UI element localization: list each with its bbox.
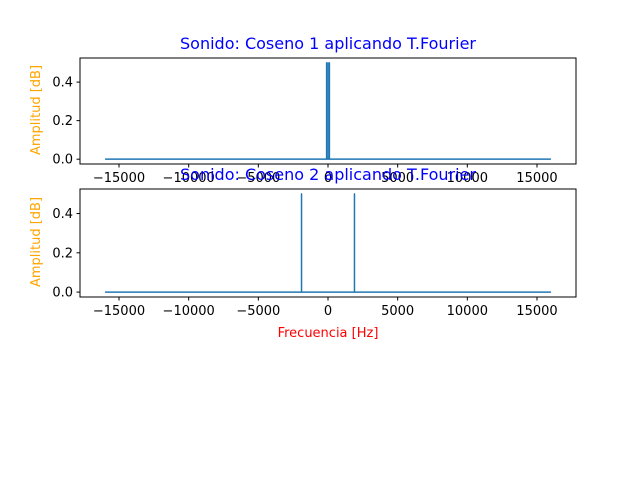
subplot-2-x-tick-label: −5000 <box>236 304 280 319</box>
subplot-1-plot-area: −15000 −10000 −5000 0 5000 10000 15000 0.0 0.2 0.… <box>52 57 577 186</box>
subplot-1-x-tick-label: −15000 <box>93 171 145 186</box>
subplot-2-x-tick-label: 15000 <box>516 304 557 319</box>
subplot-1: −15000 −10000 −5000 0 5000 10000 15000 0.0 0.2 0.… <box>29 34 577 186</box>
subplot-1-x-tick-label: −5000 <box>236 171 280 186</box>
subplot-1-y-tick-label: 0.4 <box>52 76 73 91</box>
subplot-1-x-tick-label: 0 <box>324 171 332 186</box>
subplot-2-plot-area: −15000 −10000 −5000 0 5000 10000 15000 0.0 0.2 0.… <box>52 188 577 319</box>
subplot-2-y-axis-label: Amplitud [dB] <box>29 197 44 287</box>
subplot-2-x-tick-label: −10000 <box>163 304 215 319</box>
subplot-2-x-tick-label: 5000 <box>381 304 414 319</box>
subplot-2-x-axis-label: Frecuencia [Hz] <box>278 326 379 341</box>
subplot-2-x-tick-label: 10000 <box>447 304 488 319</box>
subplot-1-x-tick-label: −10000 <box>163 171 215 186</box>
subplot-1-y-tick-label: 0.0 <box>52 153 73 168</box>
subplot-2-series-line-1 <box>105 193 551 293</box>
subplot-1-x-tick-label: 15000 <box>516 171 557 186</box>
subplot-2-title: Sonido: Coseno 2 aplicando T.Fourier <box>180 165 476 184</box>
subplot-1-title: Sonido: Coseno 1 aplicando T.Fourier <box>180 34 476 53</box>
subplot-1-y-tick-label: 0.2 <box>52 114 73 129</box>
subplot-1-x-tick-label: 10000 <box>447 171 488 186</box>
subplot-2-x-tick-label: −15000 <box>93 304 145 319</box>
subplot-2: −15000 −10000 −5000 0 5000 10000 15000 0.0 0.2 0.… <box>29 165 577 341</box>
subplot-2-x-tick-label: 0 <box>324 304 332 319</box>
subplot-2-y-tick-label: 0.4 <box>52 207 73 222</box>
subplot-1-x-tick-label: 5000 <box>381 171 414 186</box>
subplot-1-y-axis-label: Amplitud [dB] <box>29 65 44 155</box>
subplot-1-series-line-1 <box>105 62 551 160</box>
subplot-2-y-tick-label: 0.2 <box>52 246 73 261</box>
subplot-2-y-tick-label: 0.0 <box>52 286 73 301</box>
